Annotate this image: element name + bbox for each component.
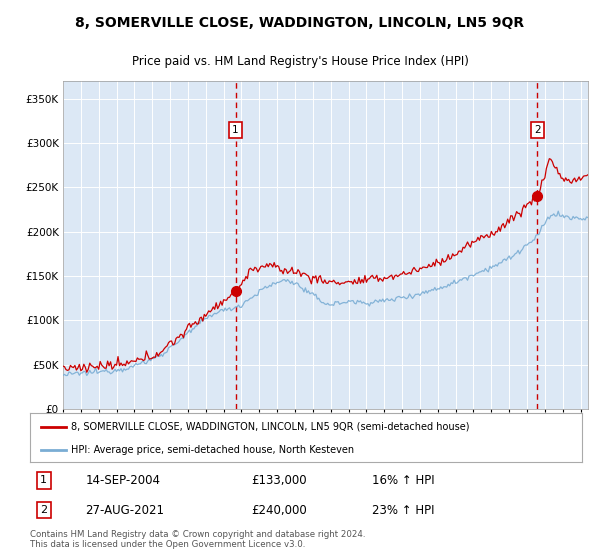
Text: 2: 2 xyxy=(534,125,541,135)
Text: 8, SOMERVILLE CLOSE, WADDINGTON, LINCOLN, LN5 9QR: 8, SOMERVILLE CLOSE, WADDINGTON, LINCOLN… xyxy=(76,16,524,30)
Text: 14-SEP-2004: 14-SEP-2004 xyxy=(85,474,160,487)
Text: 2: 2 xyxy=(40,505,47,515)
Text: Price paid vs. HM Land Registry's House Price Index (HPI): Price paid vs. HM Land Registry's House … xyxy=(131,55,469,68)
Text: 16% ↑ HPI: 16% ↑ HPI xyxy=(372,474,435,487)
Text: £240,000: £240,000 xyxy=(251,503,307,517)
Text: £133,000: £133,000 xyxy=(251,474,307,487)
Text: 23% ↑ HPI: 23% ↑ HPI xyxy=(372,503,435,517)
Text: Contains HM Land Registry data © Crown copyright and database right 2024.
This d: Contains HM Land Registry data © Crown c… xyxy=(30,530,365,549)
Text: 1: 1 xyxy=(40,475,47,486)
Text: HPI: Average price, semi-detached house, North Kesteven: HPI: Average price, semi-detached house,… xyxy=(71,445,355,455)
Text: 1: 1 xyxy=(232,125,239,135)
Text: 27-AUG-2021: 27-AUG-2021 xyxy=(85,503,164,517)
Text: 8, SOMERVILLE CLOSE, WADDINGTON, LINCOLN, LN5 9QR (semi-detached house): 8, SOMERVILLE CLOSE, WADDINGTON, LINCOLN… xyxy=(71,422,470,432)
